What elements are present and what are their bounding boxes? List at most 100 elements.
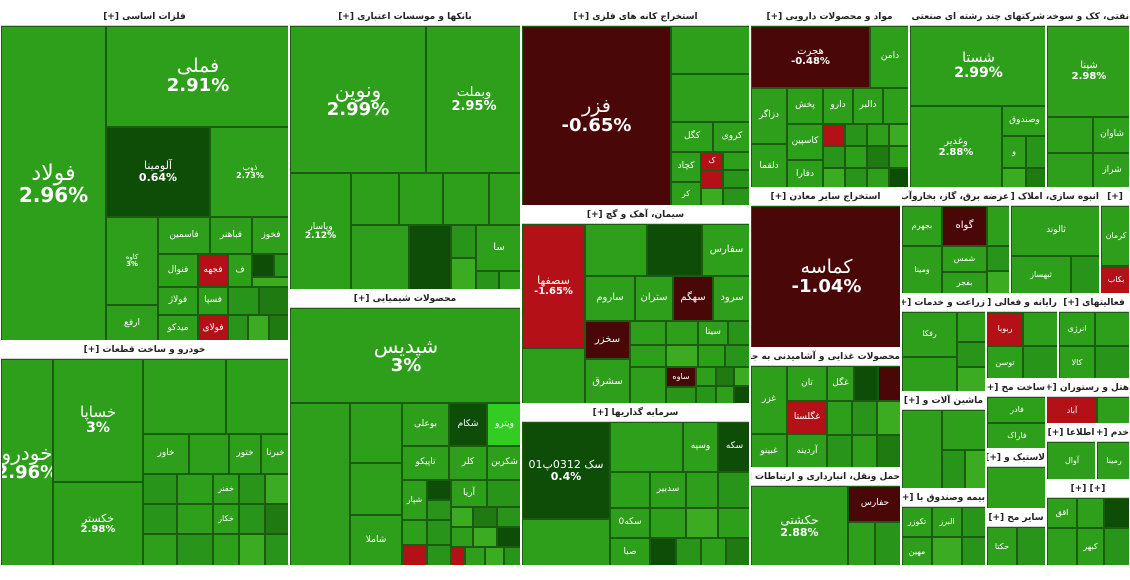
- stock-tile[interactable]: وپاسار 2.12%: [290, 173, 351, 289]
- stock-tile[interactable]: ارفع: [106, 305, 158, 340]
- stock-tile[interactable]: تان: [787, 366, 827, 401]
- stock-tile[interactable]: [942, 450, 965, 488]
- stock-tile[interactable]: سشرق: [585, 359, 630, 403]
- sector-basic-metals[interactable]: فلزات اساسی [+] فولاد 2.96% فملی 2.91% آ…: [0, 8, 289, 341]
- stock-tile[interactable]: دالبر: [853, 88, 883, 124]
- stock-tile[interactable]: [630, 367, 666, 403]
- stock-tile[interactable]: [878, 366, 900, 401]
- stock-tile[interactable]: ختور: [229, 434, 261, 474]
- stock-tile[interactable]: [465, 547, 485, 565]
- stock-tile[interactable]: دزاگر: [751, 88, 787, 144]
- stock-tile[interactable]: [723, 152, 749, 170]
- stock-tile[interactable]: فخوز: [252, 217, 288, 254]
- stock-tile[interactable]: [351, 225, 409, 289]
- stock-tile[interactable]: [962, 537, 985, 565]
- stock-tile[interactable]: [671, 74, 749, 122]
- stock-tile[interactable]: [497, 527, 520, 547]
- stock-tile[interactable]: شستا 2.99%: [910, 26, 1045, 106]
- stock-tile[interactable]: [716, 386, 734, 403]
- sector-other-products[interactable]: سایر مح [+] حکتا: [986, 509, 1046, 566]
- stock-tile[interactable]: [177, 534, 213, 565]
- stock-tile[interactable]: [902, 410, 942, 488]
- stock-tile[interactable]: [522, 519, 610, 565]
- stock-tile[interactable]: ثبهساز: [1011, 256, 1071, 293]
- stock-tile[interactable]: [522, 348, 585, 403]
- sector-services[interactable]: خدم [+] رمینا: [1096, 424, 1130, 480]
- stock-tile[interactable]: سصفها -1.65%: [522, 224, 585, 348]
- stock-tile[interactable]: مهین: [902, 537, 932, 565]
- stock-tile[interactable]: [1095, 312, 1129, 346]
- stock-tile[interactable]: [845, 124, 867, 146]
- stock-tile[interactable]: وغدیر 2.88%: [910, 106, 1002, 187]
- stock-tile[interactable]: [932, 537, 962, 565]
- stock-tile[interactable]: [902, 357, 957, 391]
- stock-tile[interactable]: [189, 434, 229, 474]
- stock-tile[interactable]: کالا: [1059, 346, 1095, 378]
- stock-tile[interactable]: [239, 474, 265, 504]
- stock-tile[interactable]: کروی: [713, 122, 749, 152]
- sector-pharma[interactable]: مواد و محصولات دارویی [+] هجرت -0.48% دا…: [750, 8, 909, 188]
- stock-tile[interactable]: [269, 315, 288, 340]
- stock-tile[interactable]: دفارا: [787, 160, 823, 187]
- stock-tile[interactable]: خودرو 2.96%: [1, 359, 53, 565]
- stock-tile[interactable]: کچاد: [671, 152, 701, 182]
- sector-banks[interactable]: بانکها و موسسات اعتباری [+] ونوین 2.99% …: [289, 8, 521, 290]
- stock-tile[interactable]: [666, 387, 696, 403]
- stock-tile[interactable]: [987, 206, 1009, 246]
- stock-tile[interactable]: [962, 507, 985, 537]
- stock-tile[interactable]: توسن: [987, 346, 1023, 378]
- stock-tile[interactable]: کر: [671, 182, 701, 205]
- stock-tile[interactable]: [957, 367, 985, 391]
- stock-tile[interactable]: [1104, 498, 1129, 528]
- stock-tile[interactable]: کگل: [671, 122, 713, 152]
- stock-tile[interactable]: [252, 254, 274, 277]
- sector-automotive[interactable]: خودرو و ساخت قطعات [+] خودرو 2.96% خساپا…: [0, 341, 289, 566]
- stock-tile[interactable]: [987, 271, 1009, 293]
- stock-tile[interactable]: [671, 26, 749, 74]
- stock-tile[interactable]: کرمان: [1101, 206, 1129, 266]
- stock-tile[interactable]: خفنر: [213, 474, 239, 504]
- stock-tile[interactable]: [854, 366, 878, 401]
- sector-misc-1[interactable]: [+] کرمان بکاب: [1100, 188, 1130, 294]
- sector-chemicals[interactable]: محصولات شیمیایی [+] شپدیس 3% شاملا بوعلی…: [289, 290, 521, 566]
- stock-tile[interactable]: [987, 246, 1009, 271]
- stock-tile[interactable]: میدکو: [158, 315, 198, 340]
- stock-tile[interactable]: سا: [476, 225, 520, 271]
- stock-tile[interactable]: [1077, 498, 1104, 528]
- stock-tile[interactable]: [889, 146, 908, 168]
- stock-tile[interactable]: شکربن: [487, 446, 520, 480]
- stock-tile[interactable]: کلر: [449, 446, 487, 480]
- stock-tile[interactable]: دارو: [823, 88, 853, 124]
- stock-tile[interactable]: [718, 472, 749, 508]
- stock-tile[interactable]: [485, 547, 504, 565]
- sector-petroleum[interactable]: نفتی، کک و سوخت [+] شپنا 2.98% شاوان شرا…: [1046, 8, 1130, 188]
- stock-tile[interactable]: [489, 173, 520, 225]
- sector-investments[interactable]: سرمایه گذاریها [+] سک 0312پ01 0.4% وسپه …: [521, 404, 750, 566]
- stock-tile[interactable]: [427, 545, 451, 565]
- stock-tile[interactable]: شراز: [1093, 153, 1129, 187]
- stock-tile[interactable]: [701, 188, 723, 205]
- stock-tile[interactable]: [451, 507, 473, 527]
- stock-tile[interactable]: فولاژ: [158, 287, 198, 315]
- stock-tile[interactable]: دامن: [870, 26, 908, 88]
- stock-tile[interactable]: شپار: [402, 480, 427, 520]
- stock-tile[interactable]: شکام: [449, 403, 487, 446]
- stock-tile[interactable]: [1071, 256, 1099, 293]
- stock-tile[interactable]: سکه: [718, 422, 749, 472]
- stock-tile[interactable]: [451, 527, 473, 547]
- stock-tile[interactable]: بفجر: [942, 272, 987, 293]
- stock-tile[interactable]: [1026, 168, 1045, 187]
- sector-manufacturing[interactable]: ساخت مح [+] فادر فاراک: [986, 379, 1046, 449]
- sector-transport[interactable]: حمل ونقل، انبارداری و ارتباطات [+] حکشتی…: [750, 468, 901, 566]
- stock-tile[interactable]: ذوب 2.73%: [210, 127, 288, 217]
- stock-tile[interactable]: [228, 315, 248, 340]
- stock-tile[interactable]: [723, 188, 749, 205]
- stock-tile[interactable]: [504, 547, 520, 565]
- stock-tile[interactable]: هجرت -0.48%: [751, 26, 870, 88]
- stock-tile[interactable]: تکوزر: [902, 507, 932, 537]
- stock-tile[interactable]: وصندوق: [1002, 106, 1045, 136]
- stock-tile[interactable]: [1023, 346, 1057, 378]
- stock-tile[interactable]: [265, 534, 288, 565]
- stock-tile[interactable]: رمینا: [1097, 442, 1129, 479]
- stock-tile[interactable]: کاسپین: [787, 124, 823, 160]
